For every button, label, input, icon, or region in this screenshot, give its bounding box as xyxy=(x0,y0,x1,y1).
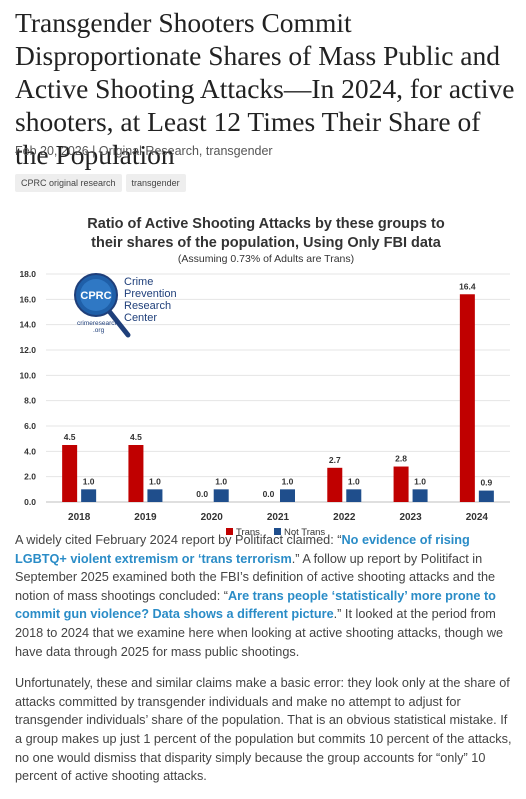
p1-text-c: .” It looked at the period from 2018 to … xyxy=(15,607,504,659)
y-tick-label: 12.0 xyxy=(19,345,36,355)
logo-url: crimeresearch xyxy=(77,320,119,327)
bar-not-trans xyxy=(478,490,494,502)
bar-trans xyxy=(459,294,475,502)
data-label: 2.7 xyxy=(329,455,341,465)
bar-not-trans xyxy=(346,489,362,502)
data-label: 0.0 xyxy=(196,489,208,499)
bar-not-trans xyxy=(81,489,97,502)
data-label: 1.0 xyxy=(414,476,426,486)
tag-list: CPRC original research transgender xyxy=(15,174,186,192)
magnifier-icon: CPRC Crime Prevention Research Center cr… xyxy=(74,273,177,338)
logo-url-domain: .org xyxy=(93,327,105,334)
article-meta: Feb 20, 2026 | Original Research, transg… xyxy=(15,144,273,158)
y-tick-label: 4.0 xyxy=(24,446,36,456)
chart-subtitle: (Assuming 0.73% of Adults are Trans) xyxy=(178,253,354,265)
data-label: 1.0 xyxy=(149,476,161,486)
post-date: Feb 20, 2026 xyxy=(15,144,89,158)
p1-text-a: A widely cited February 2024 report by P… xyxy=(15,533,342,547)
bar-trans xyxy=(393,466,409,502)
y-tick-label: 0.0 xyxy=(24,497,36,507)
y-tick-label: 6.0 xyxy=(24,421,36,431)
data-label: 4.5 xyxy=(64,432,76,442)
logo-line-prevention: Prevention xyxy=(124,288,177,300)
legend-swatch xyxy=(274,528,281,535)
chart-figure: Ratio of Active Shooting Attacks by thes… xyxy=(8,203,520,543)
politifact-link-2[interactable]: Are trans people ‘statistically’ more pr… xyxy=(15,588,496,622)
politifact-link-1[interactable]: No evidence of rising LGBTQ+ violent ext… xyxy=(15,533,470,566)
tag-cprc-original-research[interactable]: CPRC original research xyxy=(15,174,122,192)
chart-title-line1: Ratio of Active Shooting Attacks by thes… xyxy=(87,216,445,232)
bar-trans xyxy=(128,445,144,502)
bar-trans xyxy=(327,467,343,502)
y-tick-label: 8.0 xyxy=(24,396,36,406)
y-tick-label: 18.0 xyxy=(19,269,36,279)
tag-transgender[interactable]: transgender xyxy=(125,174,186,192)
x-tick-label: 2019 xyxy=(134,512,157,523)
bar-trans xyxy=(62,445,78,502)
data-label: 0.9 xyxy=(480,478,492,488)
article-body: A widely cited February 2024 report by P… xyxy=(15,531,515,799)
legend-label: Trans xyxy=(236,527,260,538)
chart-title-line2: their shares of the population, Using On… xyxy=(91,235,442,251)
x-tick-label: 2021 xyxy=(267,512,290,523)
article-title: Transgender Shooters Commit Disproportio… xyxy=(15,7,515,170)
data-label: 1.0 xyxy=(282,476,294,486)
p1-text-b: .” A follow up report by Politifact in S… xyxy=(15,551,496,603)
meta-comma: , xyxy=(198,144,206,158)
data-label: 0.0 xyxy=(263,489,275,499)
data-label: 1.0 xyxy=(215,476,227,486)
data-label: 4.5 xyxy=(130,432,142,442)
x-tick-label: 2023 xyxy=(399,512,422,523)
y-tick-label: 10.0 xyxy=(19,370,36,380)
y-tick-label: 2.0 xyxy=(24,472,36,482)
x-tick-label: 2024 xyxy=(466,512,489,523)
bar-not-trans xyxy=(147,489,163,502)
y-tick-label: 14.0 xyxy=(19,320,36,330)
data-label: 1.0 xyxy=(83,476,95,486)
logo-line-research: Research xyxy=(124,300,171,312)
legend-label: Not Trans xyxy=(284,527,325,538)
logo-initials: CPRC xyxy=(80,290,111,302)
data-label: 1.0 xyxy=(348,476,360,486)
data-label: 16.4 xyxy=(459,281,476,291)
bar-not-trans xyxy=(213,489,229,502)
data-label: 2.8 xyxy=(395,454,407,464)
bar-not-trans xyxy=(412,489,428,502)
meta-separator: | xyxy=(88,144,99,158)
y-tick-label: 16.0 xyxy=(19,294,36,304)
cprc-logo: CPRC Crime Prevention Research Center cr… xyxy=(73,273,213,343)
category-link-original-research[interactable]: Original Research xyxy=(98,144,199,158)
bar-not-trans xyxy=(280,489,295,502)
legend-swatch xyxy=(226,528,233,535)
logo-line-center: Center xyxy=(124,312,157,324)
category-link-transgender[interactable]: transgender xyxy=(205,144,273,158)
bar-chart: Ratio of Active Shooting Attacks by thes… xyxy=(19,216,510,538)
paragraph-2: Unfortunately, these and similar claims … xyxy=(15,676,512,784)
paragraph-1: A widely cited February 2024 report by P… xyxy=(15,531,515,661)
x-tick-label: 2022 xyxy=(333,512,356,523)
x-tick-label: 2020 xyxy=(201,512,224,523)
x-tick-label: 2018 xyxy=(68,512,91,523)
logo-line-crime: Crime xyxy=(124,276,153,288)
